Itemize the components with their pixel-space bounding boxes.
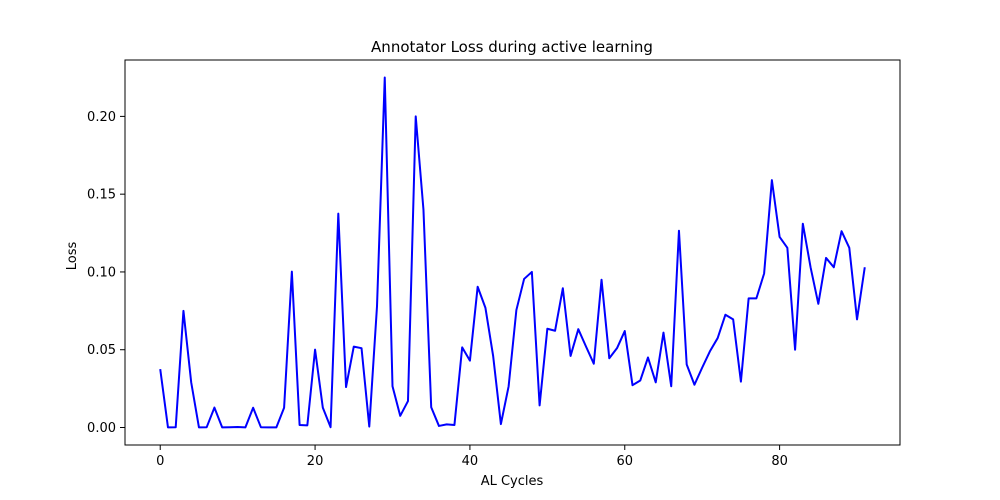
y-tick-label: 0.10 <box>87 265 116 280</box>
plot-area <box>124 59 901 446</box>
y-tick-label: 0.05 <box>87 343 116 358</box>
x-axis-label: AL Cycles <box>481 474 544 489</box>
y-tick-label: 0.00 <box>87 421 116 436</box>
x-tick-label: 80 <box>771 454 788 469</box>
y-axis-ticks: 0.00 0.05 0.10 0.15 0.20 <box>87 110 125 436</box>
series-line-0 <box>159 76 866 429</box>
y-tick-label: 0.15 <box>87 188 116 203</box>
chart-title: Annotator Loss during active learning <box>371 38 653 56</box>
x-tick-label: 0 <box>156 454 164 469</box>
x-axis-ticks: 0 20 40 60 80 <box>156 445 788 469</box>
plot-frame <box>124 59 901 446</box>
x-tick-label: 40 <box>462 454 479 469</box>
y-tick-label: 0.20 <box>87 110 116 125</box>
y-axis-label: Loss <box>65 242 80 271</box>
x-tick-label: 60 <box>616 454 633 469</box>
x-tick-label: 20 <box>307 454 324 469</box>
